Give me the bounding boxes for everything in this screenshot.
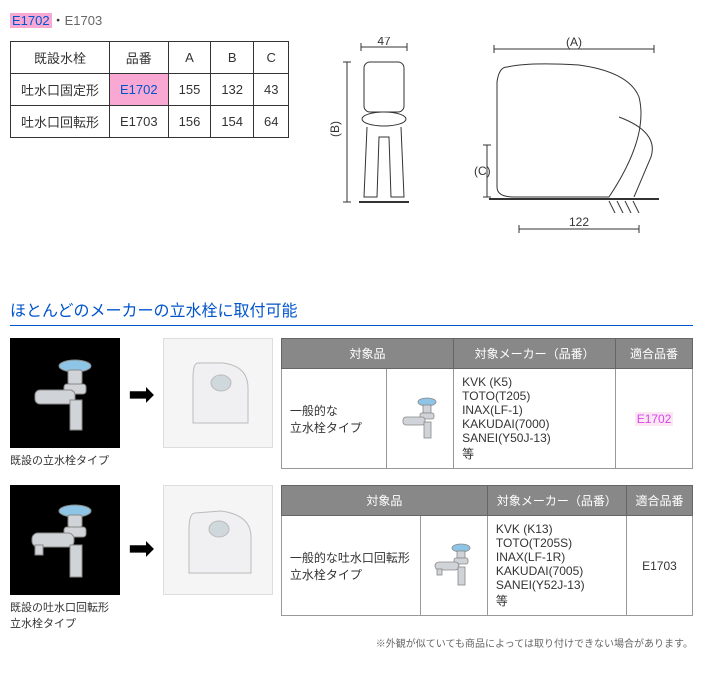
ct0-h0: 対象品 [281,339,453,369]
ct0-code: E1702 [616,369,693,469]
faucet-caption-0: 既設の立水栓タイプ [10,452,120,468]
compat-header-0: 対象品 対象メーカー（品番） 適合品番 [281,339,692,369]
svg-text:(A): (A) [566,37,582,49]
spec-header-row: 既設水栓 品番 A B C [11,42,289,74]
ct0-desc: 一般的な 立水栓タイプ [281,369,386,469]
ct1-mini [420,516,487,616]
spec-row-0: 吐水口固定形 E1702 155 132 43 [11,74,289,106]
ct1-code: E1703 [626,516,692,616]
compat-row-1: 既設の吐水口回転形 立水栓タイプ ➡ 対象品 対象メーカー（品番） 適合品番 一… [10,485,693,631]
code-active: E1702 [10,13,52,28]
faucet-before-img-0 [10,338,120,448]
ct0-h2: 適合品番 [616,339,693,369]
spec-r1-c: 64 [254,106,289,138]
svg-text:(B): (B) [329,121,342,137]
ct0-makers: KVK (K5) TOTO(T205) INAX(LF-1) KAKUDAI(7… [454,369,616,469]
spec-h4: C [254,42,289,74]
diagram-front: 47 (B) [329,37,439,237]
spec-r0-code: E1702 [110,74,169,106]
svg-text:122: 122 [569,215,589,229]
section-title: ほとんどのメーカーの立水栓に取付可能 [10,297,693,326]
diagram-side: (A) (C) [459,37,679,247]
spec-table: 既設水栓 品番 A B C 吐水口固定形 E1702 155 132 43 吐水… [10,41,289,138]
spec-r1-code: E1703 [110,106,169,138]
spec-r0-b: 132 [211,74,254,106]
faucet-after-img-0 [163,338,273,448]
diagram-area: 47 (B) (A) [329,37,679,247]
spec-h1: 品番 [110,42,169,74]
spec-r0-type: 吐水口固定形 [11,74,110,106]
faucet-caption-1: 既設の吐水口回転形 立水栓タイプ [10,599,120,631]
svg-text:47: 47 [378,37,392,48]
spec-r0-c: 43 [254,74,289,106]
spec-r1-type: 吐水口回転形 [11,106,110,138]
faucet-before-0: 既設の立水栓タイプ [10,338,120,468]
footnote: ※外観が似ていても商品によっては取り付けできない場合があります。 [10,635,693,650]
ct1-makers: KVK (K13) TOTO(T205S) INAX(LF-1R) KAKUDA… [487,516,626,616]
arrow-icon-1: ➡ [128,529,155,567]
faucet-after-img-1 [163,485,273,595]
faucet-after-1 [163,485,273,595]
compat-table-0: 対象品 対象メーカー（品番） 適合品番 一般的な 立水栓タイプ KVK (K5)… [281,338,693,469]
svg-text:(C): (C) [474,164,491,178]
spec-r1-a: 156 [168,106,211,138]
ct1-desc: 一般的な吐水口回転形 立水栓タイプ [281,516,420,616]
ct1-h2: 適合品番 [626,486,692,516]
compat-data-1: 一般的な吐水口回転形 立水栓タイプ KVK (K13) TOTO(T205S) … [281,516,692,616]
compat-row-0: 既設の立水栓タイプ ➡ 対象品 対象メーカー（品番） 適合品番 一般的な 立水栓… [10,338,693,469]
spec-table-wrap: 既設水栓 品番 A B C 吐水口固定形 E1702 155 132 43 吐水… [10,37,289,247]
compat-table-1: 対象品 対象メーカー（品番） 適合品番 一般的な吐水口回転形 立水栓タイプ [281,485,693,616]
spec-row-1: 吐水口回転形 E1703 156 154 64 [11,106,289,138]
faucet-before-1: 既設の吐水口回転形 立水栓タイプ [10,485,120,631]
spec-h0: 既設水栓 [11,42,110,74]
spec-h2: A [168,42,211,74]
ct1-h0: 対象品 [281,486,487,516]
faucet-before-img-1 [10,485,120,595]
top-section: 既設水栓 品番 A B C 吐水口固定形 E1702 155 132 43 吐水… [10,37,693,247]
code-sep: ・ [52,13,65,28]
ct0-mini [387,369,454,469]
compat-data-0: 一般的な 立水栓タイプ KVK (K5) TOTO(T205) INAX(LF-… [281,369,692,469]
faucet-after-0 [163,338,273,448]
spec-h3: B [211,42,254,74]
spec-r1-b: 154 [211,106,254,138]
code-inactive: E1703 [65,13,103,28]
arrow-icon-0: ➡ [128,375,155,413]
spec-r0-a: 155 [168,74,211,106]
ct0-h1: 対象メーカー（品番） [454,339,616,369]
compat-header-1: 対象品 対象メーカー（品番） 適合品番 [281,486,692,516]
header-codes: E1702・E1703 [10,10,693,29]
ct1-h1: 対象メーカー（品番） [487,486,626,516]
